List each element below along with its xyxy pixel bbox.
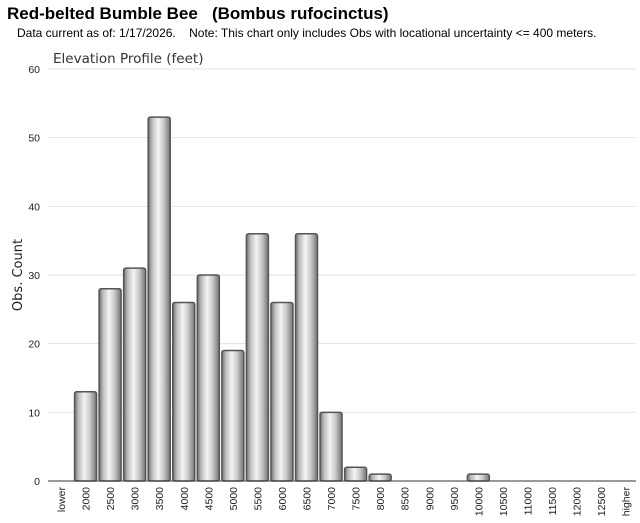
x-tick-label: 8000 — [375, 487, 387, 511]
y-tick-label: 30 — [28, 270, 40, 282]
x-tick-label: 11000 — [522, 487, 534, 516]
y-tick-label: 60 — [28, 64, 40, 76]
x-tick-label: higher — [621, 487, 633, 517]
bar-10000 — [466, 473, 491, 482]
y-tick-label: 40 — [28, 201, 40, 213]
x-tick-label: lower — [56, 486, 68, 512]
x-tick-label: 12000 — [572, 487, 584, 516]
bar-5500 — [245, 233, 270, 482]
x-tick-label: 7000 — [326, 487, 338, 511]
x-tick-label: 5000 — [228, 487, 240, 511]
bar-3000 — [122, 267, 147, 482]
x-tick-label: 9500 — [449, 487, 461, 511]
bar-2500 — [98, 287, 122, 482]
x-tick-label: 4000 — [179, 487, 191, 511]
bar-5000 — [221, 349, 245, 482]
x-tick-label: 12500 — [596, 487, 608, 516]
bar-3500 — [147, 116, 171, 482]
x-tick-label: 10000 — [473, 487, 485, 516]
data-note: Data current as of: 1/17/2026. Note: Thi… — [17, 26, 597, 40]
x-tick-label: 10500 — [498, 487, 510, 516]
x-tick-label: 6500 — [302, 487, 314, 511]
chart-title: Red-belted Bumble Bee (Bombus rufocinctu… — [7, 4, 389, 23]
y-tick-label: 0 — [34, 476, 40, 488]
bar-4000 — [172, 301, 196, 482]
x-tick-label: 4500 — [203, 487, 215, 511]
y-axis-ticks: 0 10 20 30 40 50 60 — [28, 64, 40, 488]
plot-heading: Elevation Profile (feet) — [53, 51, 203, 67]
x-tick-label: 7500 — [351, 487, 363, 511]
bar-8000 — [368, 473, 392, 482]
x-tick-label: 2000 — [81, 487, 93, 511]
bar-7000 — [319, 411, 343, 482]
y-axis-title: Obs. Count — [11, 239, 26, 311]
x-tick-label: 6000 — [277, 487, 289, 511]
x-tick-label: 5500 — [252, 487, 264, 511]
y-tick-label: 20 — [28, 339, 40, 351]
y-tick-label: 50 — [28, 133, 40, 145]
x-tick-label: 2500 — [105, 487, 117, 511]
x-tick-label: 3000 — [130, 487, 142, 511]
bar-6000 — [270, 301, 294, 482]
y-tick-label: 10 — [28, 407, 40, 419]
x-tick-label: 8500 — [400, 487, 412, 511]
bar-6500 — [294, 233, 319, 482]
x-tick-label: 11500 — [547, 487, 559, 516]
x-tick-label: 9000 — [424, 487, 436, 511]
x-tick-label: 3500 — [154, 487, 166, 511]
bars — [73, 116, 491, 482]
x-axis-ticks: lower 2000 2500 3000 3500 4000 4500 5000 5500 600… — [56, 486, 633, 516]
bar-2000 — [73, 390, 98, 482]
bar-4500 — [196, 274, 221, 482]
bar-7500 — [343, 466, 368, 482]
